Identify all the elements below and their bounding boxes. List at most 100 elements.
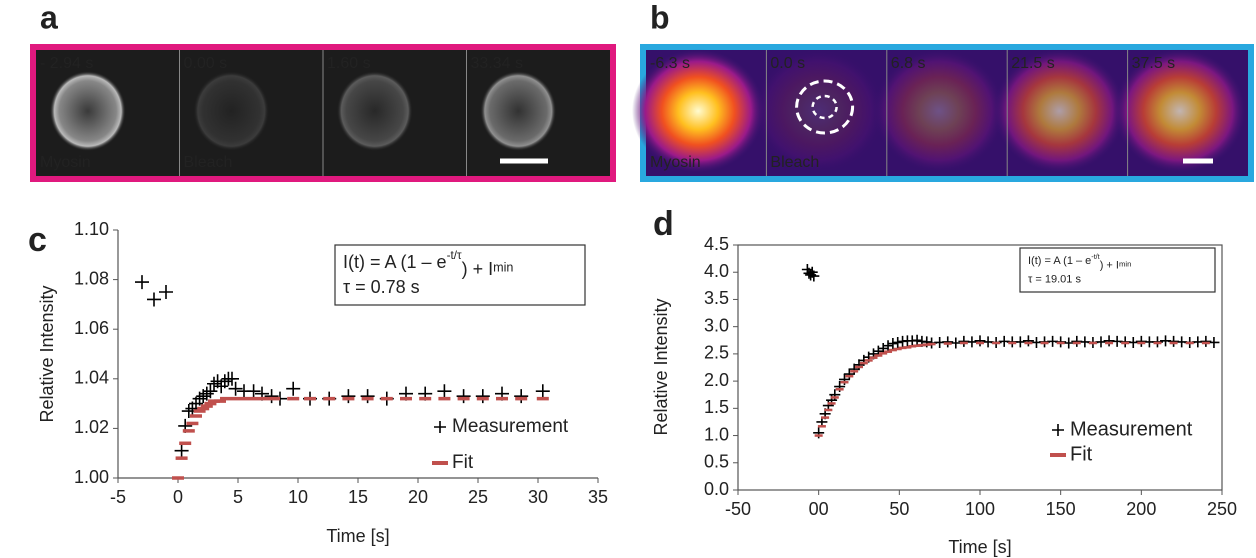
- frame-time: - 2.94 s: [40, 55, 93, 72]
- y-tick-label: 3.0: [704, 315, 729, 335]
- fit-point: [419, 396, 432, 401]
- fit-point: [1153, 341, 1162, 345]
- measurement-point: [217, 374, 232, 389]
- measurement-point: [203, 384, 218, 399]
- measurement-point: [1208, 336, 1220, 348]
- measurement-point: [192, 391, 207, 406]
- frame-time: 37.5 s: [1132, 55, 1176, 72]
- y-tick-label: 4.5: [704, 234, 729, 254]
- legend-symbol: [1052, 424, 1064, 436]
- y-tick-label: 1.02: [74, 417, 109, 437]
- fit-point: [864, 359, 873, 362]
- fit-point: [859, 361, 868, 365]
- fit-point: [175, 456, 188, 460]
- fit-point: [1185, 341, 1194, 345]
- measurement-point: [360, 389, 375, 404]
- measurement-point: [475, 389, 490, 404]
- fit-point: [1024, 341, 1033, 345]
- cell-signal: [49, 71, 126, 151]
- y-axis-title: Relative Intensity: [651, 298, 671, 435]
- fit-point: [204, 401, 217, 406]
- x-tick-label: 250: [1207, 499, 1237, 519]
- annotation: τ = 19.01 s: [1028, 274, 1081, 286]
- frame-caption: Myosin: [650, 154, 701, 171]
- fit-point: [304, 396, 316, 401]
- x-axis-title: Time [s]: [326, 526, 389, 546]
- fit-point: [268, 396, 280, 401]
- measurement-point: [246, 384, 261, 399]
- equation: I(t) = A (1 – e-t/t) + Imin: [1028, 252, 1131, 272]
- y-tick-label: 1.10: [74, 219, 109, 239]
- fit-point: [827, 402, 836, 405]
- measurement-point: [225, 371, 239, 386]
- y-tick-label: 1.08: [74, 268, 109, 288]
- measurement-point: [159, 285, 173, 299]
- fit-point: [342, 396, 355, 401]
- measurement-point: [199, 386, 214, 401]
- x-tick-label: 150: [1046, 499, 1076, 519]
- measurement-point: [882, 340, 894, 352]
- frame-time: 21.5 s: [1011, 55, 1055, 72]
- fit-point: [888, 348, 897, 352]
- x-tick-label: 35: [588, 487, 608, 507]
- fit-point: [380, 396, 393, 401]
- fit-point: [476, 396, 489, 401]
- equation: I(t) = A (1 – e-t/τ) + Imin: [343, 249, 513, 279]
- fit-point: [220, 396, 232, 401]
- measurement-point: [887, 338, 899, 350]
- fit-point: [1072, 341, 1081, 345]
- measurement-point: [535, 384, 550, 399]
- fit-point: [182, 429, 195, 433]
- x-axis-title: Time [s]: [948, 537, 1011, 557]
- fit-point: [361, 396, 374, 401]
- image-frame: 6.8 s: [872, 49, 1006, 176]
- fit-point: [1056, 341, 1065, 345]
- panel-label: c: [28, 221, 47, 259]
- panel-label: d: [653, 205, 674, 243]
- fit-point: [855, 365, 863, 369]
- y-tick-label: 1.00: [74, 467, 109, 487]
- measurement-point: [843, 368, 855, 380]
- measurement-point: [942, 336, 954, 348]
- fit-point: [193, 409, 206, 413]
- fit-point: [943, 342, 952, 345]
- image-frame: 1.60 s: [322, 50, 413, 176]
- cell-signal: [752, 49, 885, 173]
- legend-symbol: [432, 461, 448, 465]
- fit-point: [898, 346, 907, 350]
- measurement-point: [892, 336, 904, 348]
- fit-point: [172, 476, 184, 480]
- fit-point: [515, 396, 528, 401]
- fit-point: [438, 396, 451, 401]
- x-tick-label: 5: [233, 487, 243, 507]
- legend-label: Fit: [1070, 443, 1093, 465]
- frame-caption: Bleach: [770, 154, 819, 171]
- equation-part: -t/t: [1091, 252, 1099, 261]
- fit-point: [496, 396, 508, 401]
- annotation-box: [1019, 247, 1216, 293]
- fit-point: [992, 341, 1001, 345]
- fit-point: [908, 345, 917, 348]
- frame-time: 0.00 s: [184, 55, 228, 72]
- fit-point: [179, 441, 192, 446]
- measurement-point: [174, 443, 189, 458]
- fit-point: [1088, 341, 1097, 345]
- measurement-point: [808, 270, 820, 282]
- fit-point: [913, 344, 922, 347]
- fit-point: [874, 354, 883, 357]
- measurement-point: [135, 275, 149, 290]
- frame-time: 1.60 s: [327, 55, 371, 72]
- image-frame: -6.3 s Myosin: [631, 49, 765, 173]
- measurement-point: [437, 384, 452, 399]
- x-tick-label: 0: [173, 487, 183, 507]
- fit-point: [323, 396, 336, 401]
- fit-point: [917, 343, 926, 347]
- y-tick-label: 1.5: [704, 397, 729, 417]
- fit-point: [186, 421, 199, 426]
- frame-caption: Bleach: [184, 154, 233, 171]
- x-tick-label: 00: [809, 499, 829, 519]
- equation-part: ) + I: [1100, 260, 1119, 272]
- equation-part: min: [1119, 260, 1131, 269]
- frame-time: -6.3 s: [650, 55, 690, 72]
